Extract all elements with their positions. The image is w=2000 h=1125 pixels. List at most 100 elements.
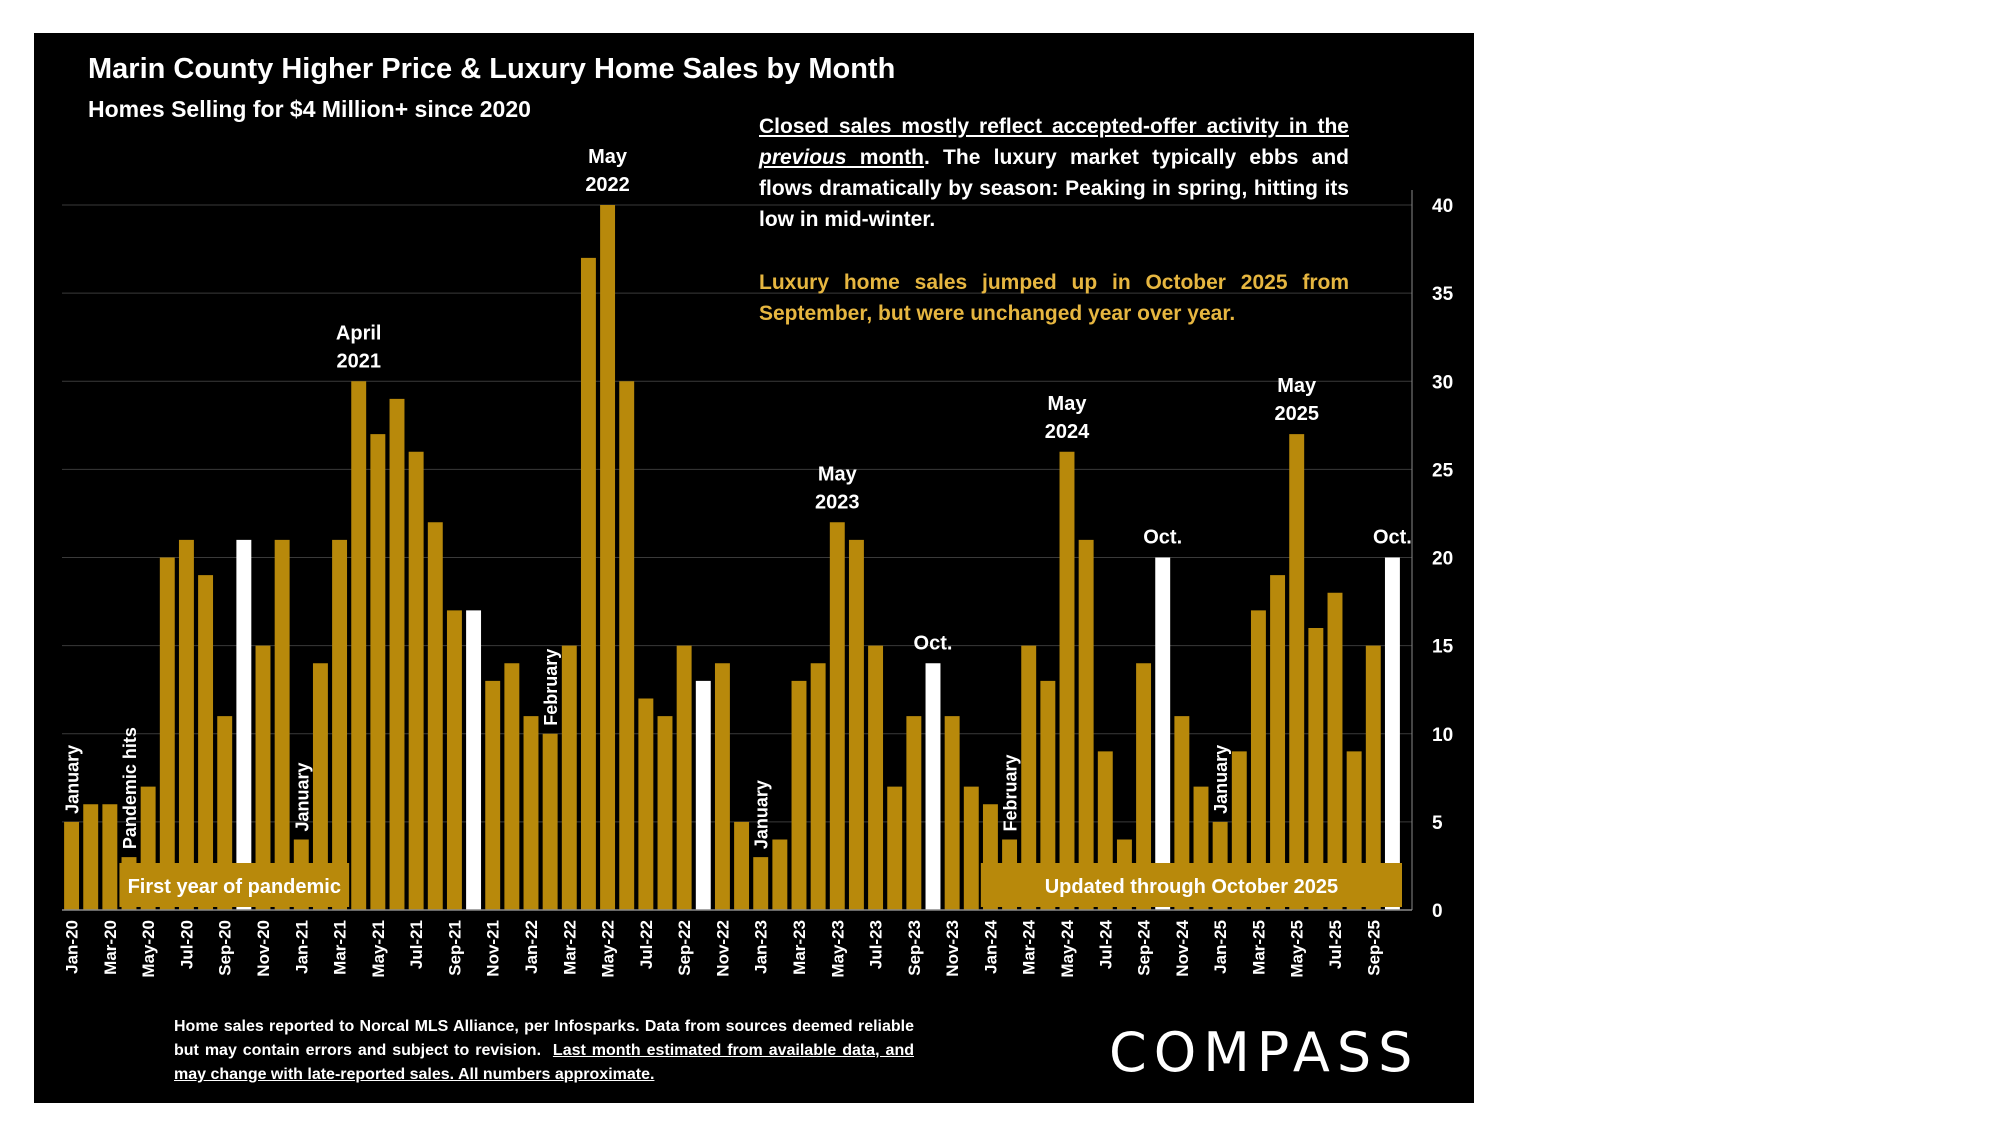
bar (1078, 539, 1094, 910)
x-tick-label: Nov-21 (484, 920, 503, 977)
y-tick-label: 35 (1432, 284, 1454, 305)
peak-label: Oct. (1373, 527, 1412, 549)
footer-plain: Home sales reported to Norcal MLS Allian… (174, 1018, 914, 1059)
x-tick-label: Sep-22 (675, 920, 694, 976)
vertical-annotation: January (63, 745, 83, 814)
bar (389, 398, 405, 910)
annotation-italic: previous (759, 146, 847, 169)
bar (446, 610, 462, 910)
x-tick-label: May-24 (1058, 919, 1077, 977)
x-tick-label: Nov-24 (1173, 919, 1192, 976)
peak-label: May (1048, 393, 1088, 415)
bar (198, 575, 214, 910)
x-tick-label: Nov-22 (713, 920, 732, 977)
y-tick-label: 0 (1432, 901, 1443, 922)
band-label: Updated through October 2025 (1045, 876, 1338, 898)
band (980, 863, 1402, 907)
bar (676, 645, 692, 910)
bar (542, 733, 558, 910)
bar (600, 205, 616, 910)
bar (1327, 592, 1343, 910)
y-tick-label: 40 (1432, 196, 1453, 217)
bar (734, 821, 750, 910)
x-tick-label: Jan-23 (752, 920, 771, 974)
footer-note: Home sales reported to Norcal MLS Allian… (174, 1015, 914, 1087)
bar (408, 451, 424, 910)
bar (332, 539, 348, 910)
peak-label: Oct. (914, 632, 953, 654)
bar (255, 645, 271, 910)
bar (1289, 434, 1305, 910)
peak-label: 2024 (1045, 421, 1090, 443)
footer-underlined: Last month estimated from available data… (174, 1042, 915, 1083)
y-tick-label: 20 (1432, 549, 1453, 570)
bar (1040, 680, 1056, 910)
x-tick-label: Jul-20 (177, 920, 196, 969)
x-tick-label: May-25 (1288, 920, 1307, 978)
bar (178, 539, 194, 910)
bar (312, 663, 328, 910)
bar (580, 257, 596, 910)
vertical-annotation: Pandemic hits (120, 727, 140, 849)
x-tick-label: Mar-24 (1020, 919, 1039, 974)
bar (561, 645, 577, 910)
bar (1059, 451, 1075, 910)
vertical-annotation: January (752, 780, 772, 849)
bar (714, 663, 730, 910)
x-tick-label: Jan-24 (981, 919, 1000, 973)
x-tick-label: Mar-23 (790, 920, 809, 975)
peak-label: May (818, 463, 858, 485)
band-label: First year of pandemic (128, 876, 341, 898)
bar (791, 680, 807, 910)
annotation-underlined-a: Closed sales mostly reflect accepted-off… (759, 115, 1349, 138)
x-tick-label: Mar-20 (101, 920, 120, 975)
bar (217, 716, 233, 910)
chart-title: Marin County Higher Price & Luxury Home … (88, 53, 896, 85)
bar (274, 539, 290, 910)
bar (638, 698, 654, 910)
bar (925, 663, 941, 910)
chart-panel: 0 5 10 15 20 25 30 35 40 First year of pandemic Up… (34, 33, 1474, 1103)
x-tick-label: Jul-21 (407, 920, 426, 969)
vertical-annotation: February (1001, 754, 1021, 831)
bar (848, 539, 864, 910)
x-tick-label: Sep-24 (1135, 919, 1154, 975)
x-tick-label: Mar-21 (331, 920, 350, 975)
peak-label: 2025 (1274, 403, 1319, 425)
y-tick-label: 15 (1432, 637, 1454, 658)
peak-label: May (588, 146, 628, 168)
x-tick-label: Jul-24 (1096, 919, 1115, 969)
peak-label: May (1277, 375, 1317, 397)
bar (159, 557, 175, 910)
bar (829, 522, 845, 910)
bar (1136, 663, 1152, 910)
y-tick-label: 5 (1432, 813, 1443, 834)
bar (427, 522, 443, 910)
bar-chart: 0 5 10 15 2025 30 35 40 First year of pandemic Up… (62, 146, 1454, 978)
bar (887, 786, 903, 910)
x-tick-label: Nov-20 (254, 920, 273, 977)
bar (963, 786, 979, 910)
band (119, 863, 350, 907)
vertical-annotation: January (292, 762, 312, 831)
vertical-annotation: January (1211, 745, 1231, 814)
y-tick-label: 30 (1432, 372, 1453, 393)
peak-label: 2021 (336, 350, 381, 372)
x-tick-label: Jul-23 (867, 920, 886, 969)
x-tick-label: Nov-23 (943, 920, 962, 977)
peak-label: 2023 (815, 491, 860, 513)
bar (370, 434, 386, 910)
bar (810, 663, 826, 910)
y-tick-label: 10 (1432, 725, 1453, 746)
x-tick-label: May-20 (139, 920, 158, 978)
x-tick-label: May-23 (828, 920, 847, 978)
bar (485, 680, 501, 910)
bar (351, 381, 367, 910)
chart-subtitle: Homes Selling for $4 Million+ since 2020 (88, 96, 531, 122)
x-tick-label: Jul-22 (637, 920, 656, 969)
x-tick-label: Jul-25 (1326, 920, 1345, 969)
bar (657, 716, 673, 910)
vertical-annotation: February (541, 649, 561, 726)
bar (1250, 610, 1266, 910)
bar (772, 839, 788, 910)
